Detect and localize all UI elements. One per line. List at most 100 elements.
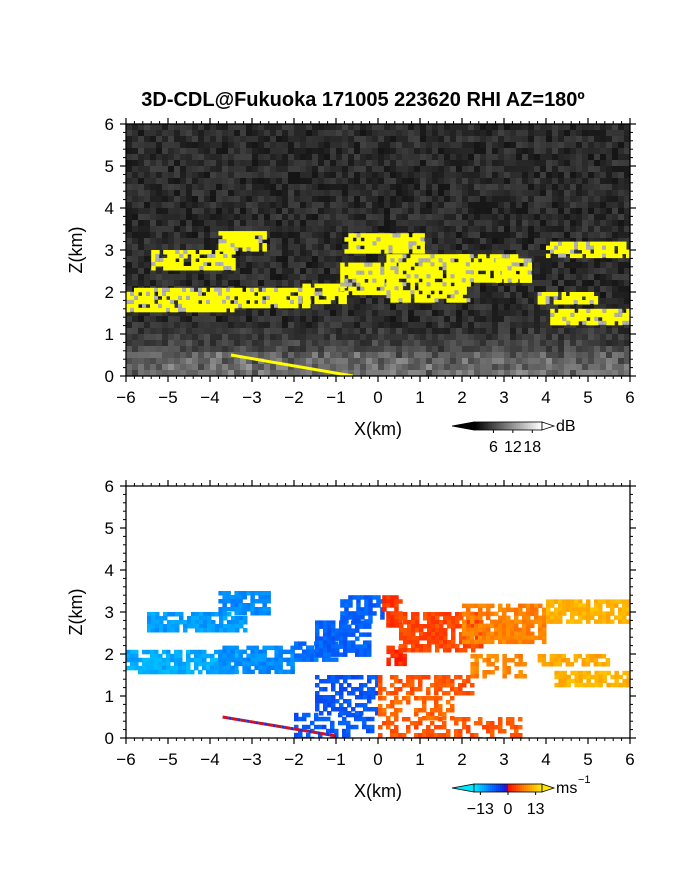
velocity-cell bbox=[130, 657, 135, 663]
cloud-cell bbox=[485, 258, 491, 263]
velocity-cell bbox=[190, 657, 195, 663]
noise-cell bbox=[360, 304, 366, 310]
noise-cell bbox=[546, 130, 552, 136]
noise-cell bbox=[366, 136, 372, 142]
noise-cell bbox=[582, 226, 588, 232]
noise-cell bbox=[564, 232, 570, 238]
noise-cell bbox=[342, 172, 348, 178]
noise-cell bbox=[186, 196, 192, 202]
noise-cell bbox=[348, 130, 354, 136]
cloud-cell bbox=[477, 278, 483, 283]
noise-cell bbox=[174, 130, 180, 136]
cloud-cell bbox=[626, 249, 630, 255]
noise-cell bbox=[354, 310, 360, 316]
noise-cell bbox=[258, 130, 264, 136]
noise-cell bbox=[384, 322, 390, 328]
noise-cell bbox=[282, 124, 288, 130]
noise-cell bbox=[168, 238, 174, 244]
cloud-cell bbox=[388, 241, 393, 246]
noise-cell bbox=[588, 190, 594, 196]
noise-cell bbox=[348, 364, 354, 370]
x-tick-label: −3 bbox=[242, 388, 261, 407]
cloud-cell bbox=[384, 245, 389, 250]
noise-cell bbox=[582, 334, 588, 340]
noise-cell bbox=[342, 142, 348, 148]
noise-cell bbox=[486, 196, 492, 202]
colorbar-segment bbox=[476, 422, 479, 430]
cloud-cell bbox=[360, 266, 365, 272]
noise-cell bbox=[480, 196, 486, 202]
noise-cell bbox=[240, 124, 246, 130]
noise-cell bbox=[516, 310, 522, 316]
noise-cell bbox=[246, 226, 252, 232]
noise-cell bbox=[222, 148, 228, 154]
noise-cell bbox=[426, 364, 432, 370]
cloud-cell bbox=[586, 312, 591, 318]
noise-cell bbox=[330, 316, 336, 322]
cloud-cell bbox=[581, 300, 587, 305]
noise-cell bbox=[540, 142, 546, 148]
noise-cell bbox=[450, 136, 456, 142]
noise-cell bbox=[162, 244, 168, 250]
noise-cell bbox=[480, 304, 486, 310]
cloud-cell bbox=[396, 245, 401, 250]
noise-cell bbox=[186, 226, 192, 232]
noise-cell bbox=[288, 142, 294, 148]
noise-cell bbox=[168, 148, 174, 154]
noise-cell bbox=[282, 238, 288, 244]
noise-cell bbox=[378, 160, 384, 166]
noise-cell bbox=[342, 130, 348, 136]
y-tick-label: 6 bbox=[105, 115, 114, 134]
noise-cell bbox=[612, 346, 618, 352]
noise-cell bbox=[234, 280, 240, 286]
noise-cell bbox=[552, 262, 558, 268]
cloud-cell bbox=[242, 299, 247, 305]
noise-cell bbox=[300, 226, 306, 232]
noise-cell bbox=[354, 166, 360, 172]
noise-cell bbox=[618, 298, 624, 304]
noise-cell bbox=[366, 346, 372, 352]
noise-cell bbox=[600, 142, 606, 148]
cloud-edge-cell bbox=[352, 278, 357, 283]
noise-cell bbox=[582, 142, 588, 148]
noise-cell bbox=[570, 352, 576, 358]
noise-cell bbox=[198, 364, 204, 370]
noise-cell bbox=[456, 136, 462, 142]
noise-cell bbox=[516, 316, 522, 322]
noise-cell bbox=[204, 238, 210, 244]
noise-cell bbox=[414, 280, 420, 286]
noise-cell bbox=[198, 190, 204, 196]
cloud-cell bbox=[495, 258, 501, 263]
noise-cell bbox=[582, 280, 588, 286]
noise-cell bbox=[312, 232, 318, 238]
noise-cell bbox=[336, 178, 342, 184]
noise-cell bbox=[162, 142, 168, 148]
noise-cell bbox=[276, 214, 282, 220]
noise-cell bbox=[156, 196, 162, 202]
cloud-cell bbox=[344, 270, 349, 276]
noise-cell bbox=[552, 220, 558, 226]
noise-cell bbox=[156, 364, 162, 370]
noise-cell bbox=[264, 310, 270, 316]
noise-cell bbox=[516, 136, 522, 142]
cloud-edge-cell bbox=[246, 247, 251, 252]
noise-cell bbox=[252, 196, 258, 202]
noise-cell bbox=[444, 166, 450, 172]
y-tick-label: 1 bbox=[105, 325, 114, 344]
noise-cell bbox=[132, 190, 138, 196]
noise-cell bbox=[384, 370, 390, 376]
noise-cell bbox=[558, 184, 564, 190]
noise-cell bbox=[180, 226, 186, 232]
noise-cell bbox=[486, 142, 492, 148]
noise-cell bbox=[336, 358, 342, 364]
noise-cell bbox=[450, 220, 456, 226]
cloud-edge-cell bbox=[507, 278, 512, 283]
noise-cell bbox=[492, 280, 498, 286]
noise-cell bbox=[282, 262, 288, 268]
cloud-cell bbox=[352, 241, 357, 246]
cloud-cell bbox=[577, 296, 583, 301]
noise-cell bbox=[564, 364, 570, 370]
noise-cell bbox=[600, 334, 606, 340]
cloud-edge-cell bbox=[142, 303, 146, 308]
cloud-cell bbox=[430, 258, 435, 263]
